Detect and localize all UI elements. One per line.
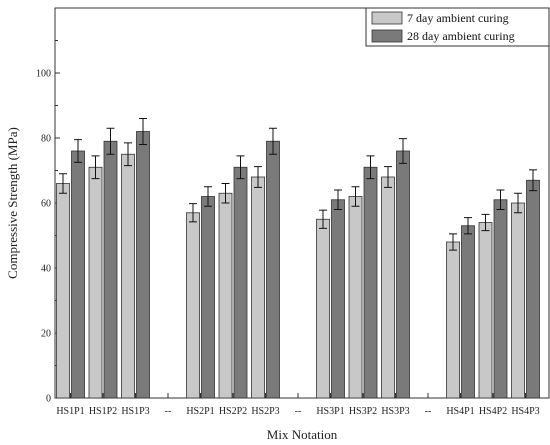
bar-7-day (88, 166, 103, 399)
bar-28-day (136, 131, 150, 399)
x-tick-label: -- (295, 406, 302, 417)
y-tick-label: 0 (46, 394, 51, 405)
error-bar (496, 189, 505, 210)
bar-7-day (56, 183, 70, 399)
error-bar (269, 127, 277, 155)
x-tick-label: HS3P3 (381, 406, 409, 417)
x-tick-label: HS4P3 (511, 406, 539, 417)
error-bar (189, 203, 197, 223)
error-bar (399, 138, 407, 164)
y-tick-label: 80 (41, 134, 51, 145)
bar-28-day (461, 225, 475, 399)
x-tick-label: HS3P1 (316, 406, 344, 417)
x-axis-title: Mix Notation (267, 427, 338, 442)
bar-28-day (331, 199, 345, 399)
error-bar (236, 155, 245, 180)
bar-28-day (71, 150, 85, 399)
legend-label-28-day: 28 day ambient curing (407, 29, 515, 43)
x-tick-label: -- (165, 406, 172, 417)
error-bar (514, 192, 522, 214)
x-tick-label: HS1P1 (56, 406, 84, 417)
error-bar (91, 155, 100, 180)
x-axis: HS1P1 HS1P2 HS1P3 -- HS2P1 HS2P2 HS2P3 -- HS3P1 H… (56, 393, 540, 417)
error-bar (204, 186, 212, 207)
bar-series (56, 131, 540, 399)
legend-swatch-28-day (371, 29, 403, 43)
bar-7-day (121, 153, 135, 399)
error-bars (59, 118, 537, 251)
x-tick-label: HS1P3 (121, 406, 149, 417)
y-tick-label: 40 (41, 264, 51, 275)
y-tick-label: 60 (41, 199, 51, 210)
bar-28-day (201, 196, 215, 399)
error-bar (384, 166, 392, 188)
bar-28-day (363, 166, 378, 399)
error-bar (366, 155, 375, 180)
error-bar (221, 183, 230, 204)
bar-7-day (316, 218, 330, 399)
bar-7-day (446, 241, 460, 399)
error-bar (124, 142, 132, 167)
error-bar (464, 217, 472, 235)
bar-28-day (526, 179, 540, 399)
x-tick-label: -- (425, 406, 432, 417)
bar-7-day (251, 176, 265, 399)
error-bar (254, 166, 262, 188)
error-bar (351, 186, 360, 207)
x-tick-label: HS1P2 (89, 406, 117, 417)
x-tick-label: HS2P3 (251, 406, 279, 417)
error-bar (529, 169, 537, 192)
x-tick-label: HS2P1 (186, 406, 214, 417)
error-bar (59, 173, 67, 194)
x-tick-label: HS4P2 (479, 406, 507, 417)
bar-28-day (396, 150, 410, 399)
error-bar (74, 139, 82, 163)
y-tick-label: 20 (41, 329, 51, 340)
error-bar (449, 233, 457, 251)
y-tick-label: 100 (36, 69, 51, 80)
x-tick-label: HS3P2 (349, 406, 377, 417)
error-bar (319, 209, 327, 229)
x-tick-label: HS4P1 (446, 406, 474, 417)
bar-7-day (381, 176, 395, 399)
bar-28-day (266, 140, 280, 399)
bar-7-day (218, 192, 233, 399)
bar-28-day (233, 166, 248, 399)
error-bar (334, 189, 342, 210)
x-tick-label: HS2P2 (219, 406, 247, 417)
bar-7-day (348, 196, 363, 399)
bar-28-day (103, 140, 118, 399)
bar-7-day (186, 212, 200, 399)
legend: 7 day ambient curing 28 day ambient curi… (365, 7, 550, 47)
bar-7-day (511, 202, 525, 399)
error-bar (139, 118, 147, 145)
error-bar (106, 127, 115, 155)
legend-swatch-7-day (371, 11, 403, 25)
legend-label-7-day: 7 day ambient curing (407, 11, 509, 25)
bar-7-day (478, 222, 493, 399)
error-bar (481, 213, 490, 232)
y-axis-title: Compressive Strength (MPa) (5, 127, 20, 279)
bar-28-day (493, 199, 508, 399)
